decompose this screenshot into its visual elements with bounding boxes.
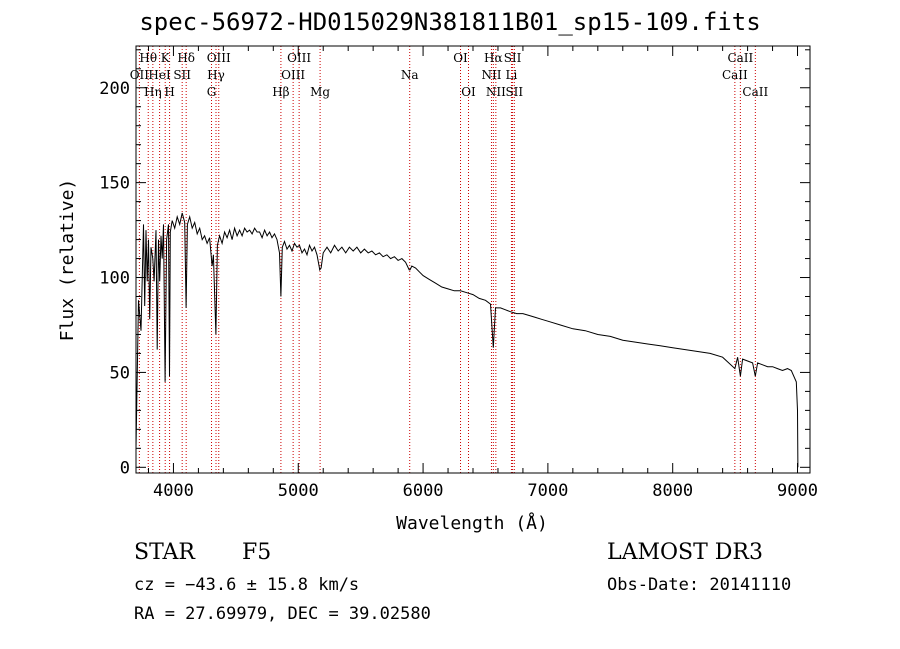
line-label: Hη xyxy=(144,85,162,99)
y-tick-label: 150 xyxy=(99,174,130,194)
line-label: K xyxy=(161,51,171,65)
line-label: CaII xyxy=(742,85,768,99)
plot-border xyxy=(135,45,811,474)
y-tick-label: 200 xyxy=(99,79,130,99)
line-label: OI xyxy=(461,85,476,99)
line-label: Li xyxy=(506,68,518,82)
x-axis-label: Wavelength (Å) xyxy=(396,512,548,534)
line-labels: Hθ OII Hη K HeI H Hδ SII OIII Hγ G Hβ OIII OIII Mg Na OI… xyxy=(130,51,769,99)
axis-ticks: 4000 5000 6000 7000 8000 9000 0 50 100 150 200 xyxy=(99,46,818,501)
line-label: Hδ xyxy=(177,51,195,65)
line-label: Mg xyxy=(310,85,330,99)
x-tick-label: 5000 xyxy=(278,481,319,501)
x-tick-label: 9000 xyxy=(777,481,818,501)
x-tick-label: 4000 xyxy=(153,481,194,501)
line-label: CaII xyxy=(722,68,748,82)
line-label: CaII xyxy=(727,51,753,65)
line-label: Hα xyxy=(484,51,503,65)
line-label: OII xyxy=(130,68,150,82)
observation-date: Obs-Date: 20141110 xyxy=(607,575,792,595)
object-subclass: F5 xyxy=(242,540,272,565)
spectrum-series xyxy=(135,212,799,468)
line-label: NII xyxy=(481,68,501,82)
x-tick-label: 6000 xyxy=(403,481,444,501)
line-label: Hγ xyxy=(207,68,225,82)
x-tick-label: 8000 xyxy=(652,481,693,501)
y-tick-label: 50 xyxy=(110,363,130,383)
line-label: SII xyxy=(173,68,191,82)
object-class: STAR xyxy=(134,540,195,565)
line-label: OIII xyxy=(287,51,311,65)
line-label: OI xyxy=(453,51,468,65)
line-label: HeI xyxy=(148,68,171,82)
x-tick-label: 7000 xyxy=(527,481,568,501)
ra-dec: RA = 27.69979, DEC = 39.02580 xyxy=(134,604,431,624)
redshift-cz: cz = −43.6 ± 15.8 km/s xyxy=(134,575,360,595)
chart-title: spec-56972-HD015029N381811B01_sp15-109.f… xyxy=(139,8,761,36)
line-label: H xyxy=(164,85,174,99)
line-label: NII xyxy=(486,85,506,99)
plot-frame xyxy=(135,45,811,474)
line-label: SII xyxy=(505,85,523,99)
line-label: Na xyxy=(401,68,419,82)
line-label: SII xyxy=(504,51,522,65)
line-label: G xyxy=(207,85,217,99)
line-markers xyxy=(138,46,756,473)
y-tick-label: 0 xyxy=(120,458,130,478)
y-tick-label: 100 xyxy=(99,269,130,289)
line-label: OIII xyxy=(281,68,305,82)
line-label: Hβ xyxy=(272,85,289,99)
y-axis-label: Flux (relative) xyxy=(57,179,78,342)
survey-name: LAMOST DR3 xyxy=(607,540,763,565)
line-label: Hθ xyxy=(139,51,157,65)
spectrum-line xyxy=(135,212,799,468)
line-label: OIII xyxy=(207,51,231,65)
